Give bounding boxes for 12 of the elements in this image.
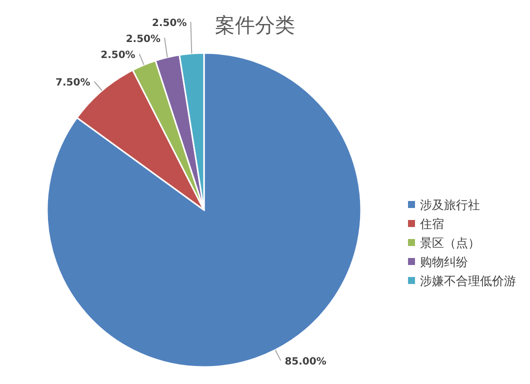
data-label: 2.50% [100, 50, 136, 61]
data-label: 85.00% [284, 356, 326, 368]
data-label: 2.50% [126, 34, 161, 45]
data-label: 2.50% [152, 18, 187, 29]
legend-label: 涉及旅行社 [420, 198, 480, 212]
legend-label: 景区（点） [420, 236, 480, 250]
legend-label: 住宿 [419, 217, 444, 231]
data-label: 7.50% [56, 77, 90, 88]
chart-title: 案件分类 [215, 13, 295, 37]
legend-label: 购物纠纷 [420, 255, 468, 269]
pie-slice [46, 52, 362, 368]
legend-label: 涉嫌不合理低价游 [420, 274, 516, 288]
